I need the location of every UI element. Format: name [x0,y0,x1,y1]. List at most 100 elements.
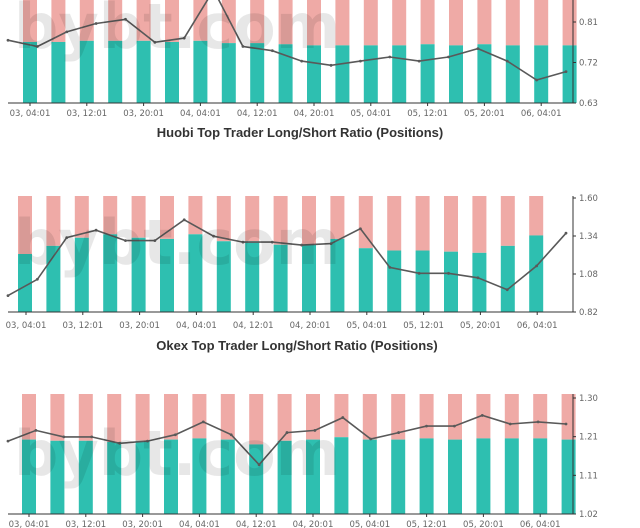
watermark-bottom: bybt.com [14,417,340,490]
y-tick-label-0-1: 0.72 [579,59,598,69]
ratio-point-2-1 [34,429,38,432]
x-tick-label-0-2: 03, 20:01 [123,109,164,119]
x-tick-label-1-1: 03, 12:01 [62,321,103,331]
ratio-point-0-0 [6,38,10,42]
bar-short-1-17 [500,196,515,246]
x-tick-label-0-6: 05, 04:01 [350,109,391,119]
ratio-point-1-14 [417,271,421,275]
y-tick-label-2-0: 1.02 [579,510,598,520]
ratio-point-0-6 [182,36,186,40]
bar-long-0-9 [278,44,293,103]
x-tick-label-2-1: 03, 12:01 [65,520,106,528]
bar-short-2-10 [306,394,320,440]
y-tick-label-2-2: 1.21 [579,433,598,443]
bar-long-1-12 [358,248,373,312]
bar-short-1-16 [472,196,487,253]
ratio-point-1-5 [153,239,157,243]
bar-long-0-7 [221,43,236,103]
ratio-point-2-12 [341,416,345,419]
bar-long-2-18 [533,438,548,514]
bar-short-2-6 [192,394,207,439]
bar-short-0-0 [23,0,37,42]
ratio-point-2-14 [397,431,400,434]
x-tick-label-0-9: 06, 04:01 [521,109,562,119]
bar-short-1-12 [358,196,373,249]
ratio-point-1-10 [300,243,304,247]
bar-long-1-14 [415,250,430,312]
bar-long-2-8 [249,444,264,514]
bar-long-0-16 [477,44,492,103]
ratio-point-2-19 [536,420,540,424]
bar-short-1-0 [18,196,32,254]
bar-short-2-5 [164,394,178,440]
bar-long-2-11 [334,437,349,514]
watermark-top: bybt.com [14,0,340,63]
ratio-point-2-4 [118,441,121,445]
bar-short-0-2 [79,0,94,41]
ratio-point-1-4 [124,239,127,243]
bar-short-2-14 [419,394,434,439]
bar-long-0-14 [420,44,435,103]
bar-short-2-18 [533,394,548,439]
bar-long-1-11 [330,238,345,312]
ratio-point-0-19 [564,70,568,74]
ratio-point-1-9 [270,240,274,244]
ratio-point-1-1 [35,277,39,281]
bar-short-0-9 [278,0,293,45]
ratio-point-0-13 [388,55,392,59]
chart-title-huobi: Huobi Top Trader Long/Short Ratio (Posit… [157,125,443,140]
bar-short-1-1 [46,196,61,246]
bar-long-1-16 [472,252,487,312]
bar-long-2-13 [391,439,406,514]
ratio-point-2-18 [508,422,512,426]
bar-long-0-8 [250,43,265,103]
ratio-point-2-3 [90,435,94,439]
ratio-point-0-10 [300,59,304,63]
x-tick-label-0-3: 04, 04:01 [180,109,221,119]
ratio-point-0-1 [35,45,39,48]
x-tick-label-1-3: 04, 04:01 [176,321,217,331]
ratio-point-2-5 [146,439,149,443]
bar-short-0-10 [307,0,321,46]
y-tick-label-1-1: 1.08 [579,270,598,280]
bar-short-1-9 [273,196,288,245]
ratio-point-2-15 [425,424,428,428]
x-tick-label-2-3: 04, 04:01 [179,520,220,528]
x-tick-label-0-7: 05, 12:01 [407,109,448,119]
ratio-point-1-18 [535,264,539,268]
chart-title-okex: Okex Top Trader Long/Short Ratio (Positi… [156,338,437,353]
y-tick-label-1-3: 1.60 [579,194,598,204]
x-tick-label-2-6: 05, 04:01 [349,520,390,528]
ratio-point-2-7 [201,420,205,424]
ratio-point-2-11 [313,429,317,432]
bar-long-0-13 [392,45,407,103]
bar-long-1-10 [302,244,316,312]
ratio-point-2-17 [480,414,484,417]
bar-long-1-2 [74,237,89,312]
ratio-point-2-20 [564,422,568,426]
y-tick-label-0-0: 0.63 [579,99,598,109]
bar-long-0-5 [165,41,179,103]
bar-long-1-8 [245,241,260,312]
bar-long-0-11 [335,45,350,103]
ratio-point-1-16 [476,276,480,280]
x-tick-label-0-8: 05, 20:01 [464,109,505,119]
bar-short-2-15 [448,394,462,440]
ratio-point-0-16 [476,47,480,50]
bar-short-2-9 [277,394,292,441]
bar-short-2-4 [135,394,150,441]
bar-short-1-3 [103,196,118,235]
bar-short-1-2 [74,196,89,238]
ratio-point-1-12 [359,227,362,231]
bar-long-1-17 [500,245,515,312]
bar-long-1-7 [216,241,231,312]
ratio-point-1-3 [94,228,98,232]
bar-short-2-8 [249,394,264,445]
ratio-point-0-3 [94,22,98,25]
bar-short-1-11 [330,196,345,239]
bar-short-0-1 [51,0,66,42]
x-tick-label-0-0: 03, 04:01 [10,109,51,119]
bar-long-2-9 [277,440,292,514]
y-tick-label-1-0: 0.82 [579,308,598,318]
